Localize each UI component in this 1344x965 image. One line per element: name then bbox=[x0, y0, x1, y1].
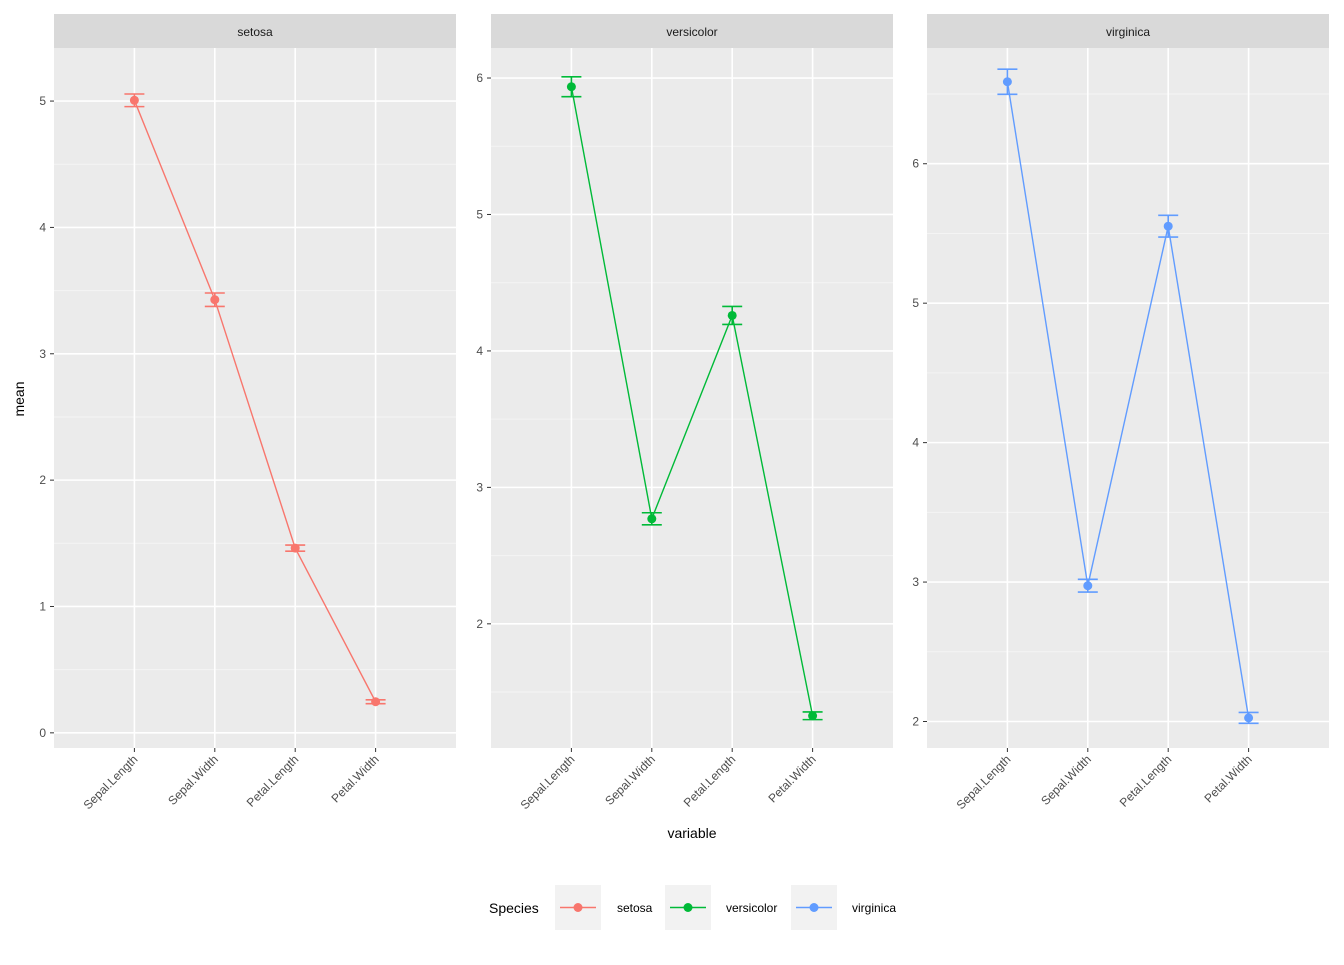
y-tick-label: 5 bbox=[476, 207, 483, 221]
y-tick-label: 6 bbox=[476, 71, 483, 85]
data-point bbox=[1002, 77, 1012, 87]
legend: Species setosa versicolor virginica bbox=[489, 885, 896, 930]
legend-label: versicolor bbox=[726, 901, 777, 915]
y-tick-label: 3 bbox=[39, 347, 46, 361]
legend-key-point bbox=[809, 903, 819, 912]
y-tick-label: 2 bbox=[912, 715, 919, 729]
y-tick-label: 5 bbox=[39, 94, 46, 108]
x-tick-label: Petal.Length bbox=[244, 752, 302, 810]
y-tick-label: 5 bbox=[912, 296, 919, 310]
y-tick-label: 3 bbox=[912, 575, 919, 589]
data-point bbox=[566, 82, 576, 92]
x-tick-label: Petal.Width bbox=[765, 752, 818, 805]
panel-setosa: setosa 0 1 2 3 4 5 Sepal.Length Sepal.Width Petal… bbox=[39, 14, 456, 812]
y-tick-label: 6 bbox=[912, 157, 919, 171]
x-axis-title: variable bbox=[667, 825, 716, 841]
x-tick-label: Sepal.Width bbox=[1038, 752, 1094, 808]
y-tick-label: 4 bbox=[39, 220, 46, 234]
panel-background bbox=[54, 48, 456, 748]
legend-label: setosa bbox=[617, 901, 653, 915]
x-tick-label: Sepal.Length bbox=[954, 752, 1014, 812]
data-point bbox=[1244, 713, 1254, 723]
x-tick-label: Petal.Length bbox=[681, 752, 739, 810]
x-tick-label: Sepal.Width bbox=[165, 752, 221, 808]
x-tick-label: Sepal.Width bbox=[602, 752, 658, 808]
data-point bbox=[647, 514, 657, 524]
x-tick-label: Sepal.Length bbox=[518, 752, 578, 812]
y-axis-title: mean bbox=[11, 381, 27, 416]
y-tick-label: 4 bbox=[476, 344, 483, 358]
facet-strip-label: virginica bbox=[1106, 25, 1150, 39]
series-line-virginica bbox=[1006, 81, 1250, 718]
data-point bbox=[1083, 581, 1093, 591]
legend-key-point bbox=[683, 903, 693, 912]
x-tick-label: Petal.Width bbox=[328, 752, 381, 805]
data-point bbox=[808, 711, 818, 721]
facet-strip bbox=[927, 14, 1329, 48]
panel-virginica: virginica 2 3 4 5 6 Sepal.Length Sepal.Width Pet… bbox=[912, 14, 1329, 812]
series-line-versicolor bbox=[570, 86, 814, 716]
data-point bbox=[210, 295, 220, 305]
y-tick-label: 2 bbox=[476, 617, 483, 631]
facet-strip-label: versicolor bbox=[666, 25, 717, 39]
x-tick-label: Petal.Length bbox=[1117, 752, 1175, 810]
panel-versicolor: versicolor 2 3 4 5 6 Sepal.Length Sepal.Width Pe… bbox=[476, 14, 893, 812]
data-point bbox=[290, 543, 300, 553]
panel-background bbox=[491, 48, 893, 748]
y-tick-label: 0 bbox=[39, 726, 46, 740]
legend-key-virginica bbox=[791, 885, 837, 930]
legend-key-versicolor bbox=[665, 885, 711, 930]
data-point bbox=[727, 310, 737, 320]
facet-strip bbox=[54, 14, 456, 48]
y-tick-label: 1 bbox=[39, 599, 46, 613]
facet-strip bbox=[491, 14, 893, 48]
series-line-setosa bbox=[133, 100, 377, 703]
legend-key-point bbox=[573, 903, 583, 912]
data-point bbox=[129, 95, 139, 105]
y-tick-label: 3 bbox=[476, 480, 483, 494]
panel-background bbox=[927, 48, 1329, 748]
y-tick-label: 2 bbox=[39, 473, 46, 487]
facet-strip-label: setosa bbox=[237, 25, 273, 39]
x-tick-label: Petal.Width bbox=[1201, 752, 1254, 805]
legend-key-setosa bbox=[555, 885, 601, 930]
y-tick-label: 4 bbox=[912, 436, 919, 450]
data-point bbox=[1163, 221, 1173, 231]
x-tick-label: Sepal.Length bbox=[81, 752, 141, 812]
legend-label: virginica bbox=[852, 901, 896, 915]
legend-title: Species bbox=[489, 900, 539, 916]
panels-group: setosa 0 1 2 3 4 5 Sepal.Length Sepal.Width Petal… bbox=[39, 14, 1329, 812]
data-point bbox=[371, 697, 381, 707]
